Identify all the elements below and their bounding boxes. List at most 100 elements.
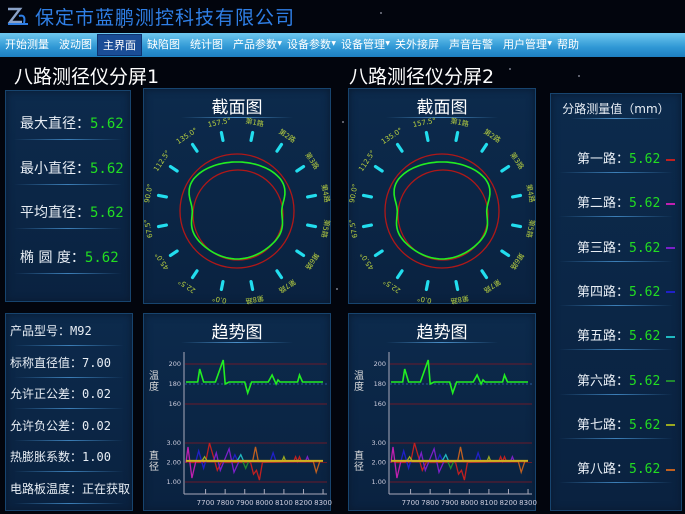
trend-chart-panel-1: 趋势图 200 180 160 3.00 2.00 1.00 7700 7800 7900 800… [143,313,332,511]
nav-item-label: 用户管理 [503,38,547,51]
sensor-tick [395,142,404,153]
nav-item-2[interactable]: 主界面 [97,34,142,56]
x-tick-label: 7800 [421,499,439,507]
section-axis-label: 第7路 [277,277,297,295]
row-value: 5.62 [629,462,661,478]
param-row: 电路板温度：正在获取 [6,480,132,497]
section-axis-label: 第1路 [245,116,265,128]
nav-item-4[interactable]: 统计图 [185,34,228,56]
sensor-tick [395,269,404,280]
row-label: 第六路： [577,373,630,389]
sensor-tick [249,280,255,292]
section-chart-panel-1: 截面图 第4路 第3路 第2路 第1路 157.5° 135.0° 112.5° 90.0° 6… [143,88,332,305]
channel-color-swatch [666,424,676,427]
divider [14,345,124,346]
nav-item-6[interactable]: 设备参数 ▼ [282,34,336,56]
nav-item-3[interactable]: 缺陷图 [142,34,185,56]
row-label: 产品型号： [10,324,71,338]
diameter-series-line [236,453,245,462]
section-axis-label: 第2路 [482,127,502,145]
nav-item-7[interactable]: 设备管理 ▼ [336,34,390,56]
row-label: 电路板温度： [10,481,83,496]
stat-row: 椭 圆 度：5.62 [6,247,130,267]
screen-2-title: 八路测径仪分屏2 [349,66,495,88]
section-axis-label: 第6路 [508,251,526,271]
row-value: 1.00 [82,450,111,464]
diameter-series-line [400,448,482,471]
nav-item-label: 设备管理 [341,38,385,51]
product-params-panel: 产品型号：M92 标称直径值：7.00 允许正公差：0.02 允许负公差：0.02 热膨… [5,313,133,511]
upper-limit-circle [384,153,500,269]
temp-tick-label: 200 [374,360,386,368]
nav-item-label: 设备参数 [287,38,331,51]
divider [559,172,673,173]
x-tick-label: 8300 [519,499,537,507]
diameter-stats-panel: 最大直径：5.62 最小直径：5.62 平均直径：5.62 椭 圆 度：5.62 [5,90,131,302]
nav-item-label: 缺陷图 [147,38,180,51]
divider [559,260,673,262]
channel-values-panel: 分路测量值（mm） 第一路：5.62 第二路：5.62 第三路：5.62 第四路：5.… [550,93,682,511]
diameter-series-line [212,446,310,475]
row-label: 标称直径值： [10,355,83,370]
sensor-tick [500,164,511,173]
divider [14,139,122,140]
sensor-tick [361,223,373,229]
nav-item-8[interactable]: 关外接屏 [390,34,444,56]
section-axis-label: 135.0° [380,126,404,146]
row-label: 第五路： [577,329,630,345]
stat-row: 平均直径：5.62 [6,202,130,222]
x-tick-label: 8200 [295,499,313,507]
sensor-tick [190,142,199,153]
temp-tick-label: 180 [169,380,181,388]
sensor-tick [480,269,489,280]
section-chart-title: 截面图 [416,98,468,118]
channel-color-swatch [666,202,676,205]
channel-row: 第五路：5.62 [551,325,681,344]
dropdown-caret-icon: ▼ [331,40,336,47]
section-chart-title: 截面图 [211,98,263,118]
nav-item-1[interactable]: 波动图 [54,34,97,56]
app-title: 保定市蓝鹏测控科技有限公司 [35,7,296,29]
section-axis-label: 第5路 [320,219,332,239]
channel-color-swatch [666,335,676,338]
sensor-tick [511,193,523,199]
row-label: 第二路： [577,196,630,212]
channel-panel-title: 分路测量值（mm） [562,102,670,116]
row-value: 0.02 [82,387,111,401]
nav-item-10[interactable]: 用户管理 ▼ [498,34,552,56]
row-value: 5.62 [629,152,661,167]
sensor-tick [156,193,168,199]
section-axis-label: 0.0° [416,294,432,305]
nav-item-5[interactable]: 产品参数 ▼ [228,34,282,56]
section-axis-label: 第8路 [245,294,265,305]
sensor-tick [361,193,373,199]
x-tick-label: 8000 [460,499,478,507]
nav-item-9[interactable]: 声音告警 [444,34,498,56]
row-label: 允许负公差： [10,418,83,433]
diameter-tick-label: 1.00 [372,478,386,486]
main-nav-bar: 开始测量 波动图 主界面 缺陷图 统计图 产品参数 ▼ 设备参数 ▼ 设备管理 ▼ 关外接屏 声音告警用… [0,33,685,57]
lower-limit-circle [397,169,489,261]
divider [559,393,673,395]
section-axis-label: 22.5° [382,277,402,294]
row-value: 5.62 [629,284,661,300]
nav-item-11[interactable]: 帮助 [552,34,584,56]
section-axis-label: 第5路 [525,219,537,239]
x-tick-label: 8300 [314,499,332,507]
x-tick-label: 8100 [480,499,498,507]
section-axis-label: 0.0° [211,294,227,305]
diameter-series-line [417,446,515,475]
row-value: 0.02 [82,418,111,433]
temperature-axis-label: 温度 [354,371,364,393]
sensor-tick [373,249,384,258]
nav-item-label: 关外接屏 [395,38,439,51]
section-axis-label: 45.0° [359,251,376,271]
sensor-tick [511,223,523,229]
row-value: 5.62 [629,196,661,212]
divider [14,376,124,378]
temperature-axis-label: 温度 [149,371,159,393]
x-tick-label: 8100 [275,499,293,507]
section-axis-label: 67.5° [144,218,155,238]
nav-item-0[interactable]: 开始测量 [0,34,54,56]
nav-item-label: 波动图 [59,38,92,51]
